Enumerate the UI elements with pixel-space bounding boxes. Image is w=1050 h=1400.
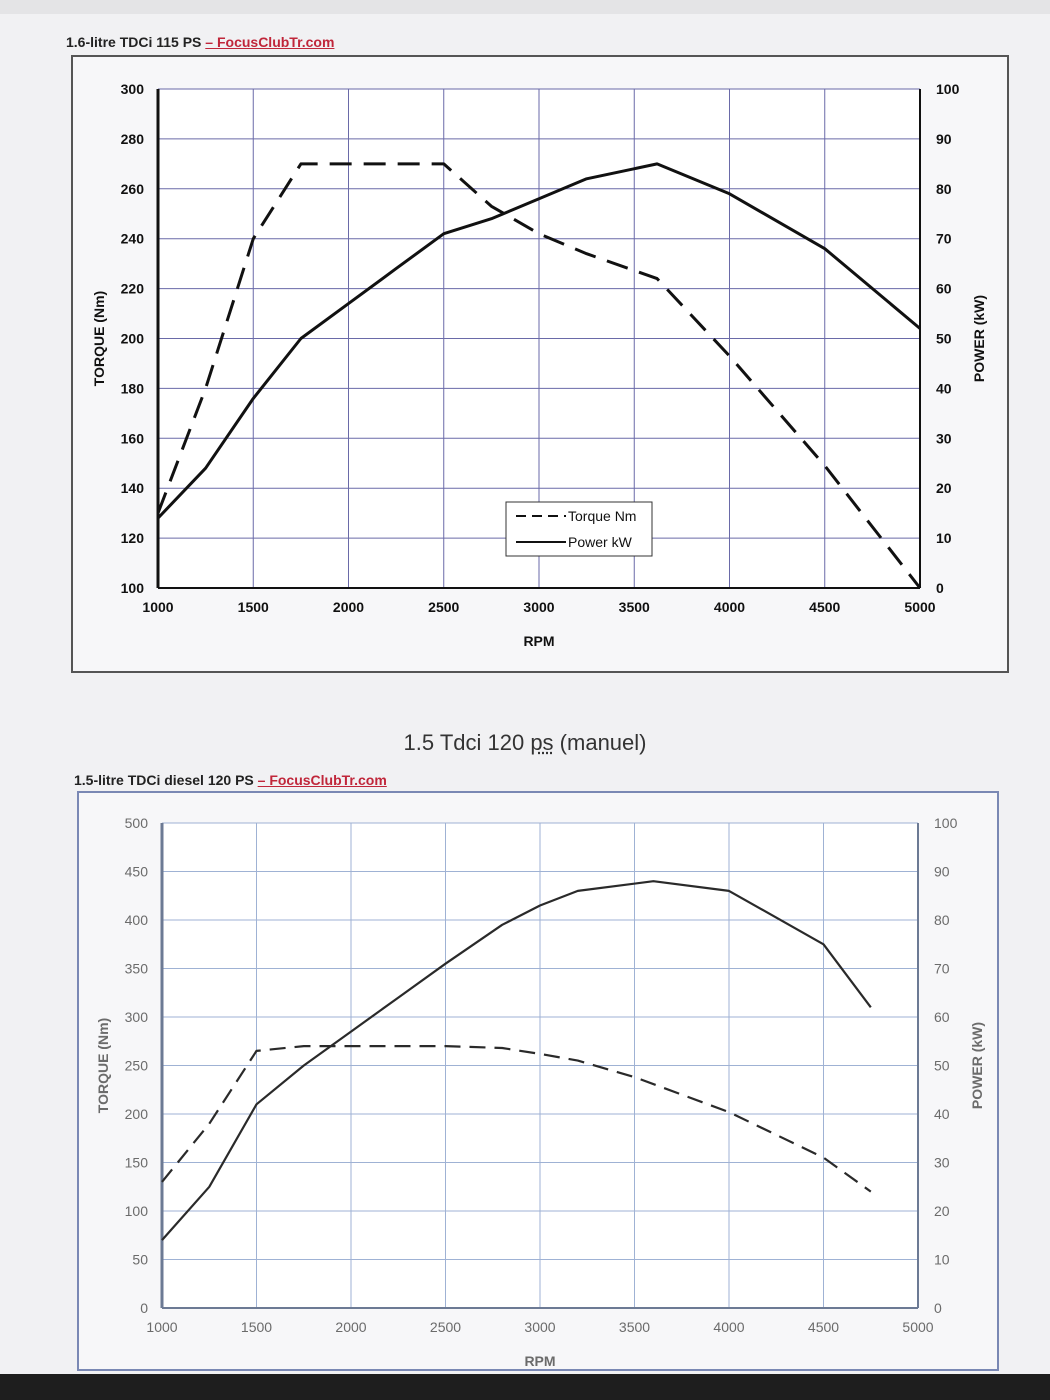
chart2-y-tick-label: 400 xyxy=(125,912,149,928)
chart1-x-tick-label: 2500 xyxy=(428,599,459,615)
chart1-y-tick-label: 240 xyxy=(121,231,145,247)
chart1-y2-axis-label: POWER (kW) xyxy=(971,295,987,382)
chart2-x-tick-label: 1500 xyxy=(241,1319,272,1335)
chart1-y2-tick-label: 50 xyxy=(936,331,952,347)
chart2-y2-tick-label: 90 xyxy=(934,864,950,880)
chart1-title-text: 1.6-litre TDCi 115 PS xyxy=(66,34,202,50)
chart1-x-tick-label: 3500 xyxy=(619,599,650,615)
chart1-y2-tick-label: 40 xyxy=(936,380,952,396)
chart2-y2-tick-label: 20 xyxy=(934,1203,950,1219)
chart1-y2-tick-label: 20 xyxy=(936,480,952,496)
chart1-y-tick-label: 300 xyxy=(121,81,145,97)
chart2-title-text: 1.5-litre TDCi diesel 120 PS xyxy=(74,772,254,788)
chart1-x-tick-label: 3000 xyxy=(523,599,554,615)
chart1-y-tick-label: 220 xyxy=(121,281,145,297)
chart1-y2-tick-label: 0 xyxy=(936,580,944,596)
chart2-y-tick-label: 200 xyxy=(125,1106,149,1122)
chart2-y-tick-label: 350 xyxy=(125,961,149,977)
chart2-y-tick-label: 450 xyxy=(125,864,149,880)
chart2-y-tick-label: 150 xyxy=(125,1155,149,1171)
chart1-x-axis-label: RPM xyxy=(523,633,554,649)
chart1-y-tick-label: 280 xyxy=(121,131,145,147)
chart1-x-tick-label: 4500 xyxy=(809,599,840,615)
chart1-x-tick-label: 2000 xyxy=(333,599,364,615)
chart2-title-brand[interactable]: – FocusClubTr.com xyxy=(257,772,387,788)
chart1-series-torque-line xyxy=(156,162,922,589)
chart1-legend-box xyxy=(505,501,653,557)
chart2-series-power-line xyxy=(161,880,872,1241)
top-bar xyxy=(0,0,1050,14)
chart2-y2-axis-label: POWER (kW) xyxy=(969,1022,985,1109)
chart1-series-power-line xyxy=(156,162,921,520)
chart2-y-tick-label: 500 xyxy=(125,815,149,831)
chart2-x-tick-label: 3500 xyxy=(619,1319,650,1335)
chart2-y2-tick-label: 100 xyxy=(934,815,958,831)
chart1-y-tick-label: 180 xyxy=(121,380,145,396)
chart1-y-tick-label: 120 xyxy=(121,530,145,546)
chart1-y-tick-label: 200 xyxy=(121,331,145,347)
chart1-title-brand[interactable]: – FocusClubTr.com xyxy=(205,34,335,50)
chart2-y-tick-label: 100 xyxy=(125,1203,149,1219)
chart2-x-tick-label: 5000 xyxy=(902,1319,933,1335)
chart1-y-axis-label: TORQUE (Nm) xyxy=(91,291,107,386)
chart2-y2-tick-label: 10 xyxy=(934,1252,950,1268)
chart2-y-tick-label: 300 xyxy=(125,1009,149,1025)
bottom-bar xyxy=(0,1374,1050,1400)
chart2-x-axis-label: RPM xyxy=(524,1353,555,1369)
chart1-x-tick-label: 1500 xyxy=(238,599,269,615)
chart1-torque-power: 1000 1500 2000 2500 3000 3500 4000 4500 50001001… xyxy=(71,55,1009,673)
chart2-title: 1.5-litre TDCi diesel 120 PS – FocusClub… xyxy=(74,772,387,788)
chart2-y2-tick-label: 70 xyxy=(934,961,950,977)
chart2-y-axis-label: TORQUE (Nm) xyxy=(95,1018,111,1113)
section-heading-tail: (manuel) xyxy=(553,730,647,755)
section-heading-ps: ps xyxy=(530,730,554,755)
chart2-y2-tick-label: 40 xyxy=(934,1106,950,1122)
chart1-y-tick-label: 260 xyxy=(121,181,145,197)
chart2-y2-tick-label: 80 xyxy=(934,912,950,928)
chart1-y-tick-label: 140 xyxy=(121,480,145,496)
chart2-series-torque-line xyxy=(161,1045,872,1193)
chart1-y-tick-label: 160 xyxy=(121,430,145,446)
chart2-y2-tick-label: 30 xyxy=(934,1155,950,1171)
chart2-y-tick-label: 250 xyxy=(125,1058,149,1074)
chart1-x-tick-label: 1000 xyxy=(142,599,173,615)
chart1-x-tick-label: 5000 xyxy=(904,599,935,615)
chart2-y2-tick-label: 50 xyxy=(934,1058,950,1074)
chart1-legend-entry-torque: Torque Nm xyxy=(568,508,636,524)
chart2-y-tick-label: 50 xyxy=(132,1252,148,1268)
chart1-y2-tick-label: 30 xyxy=(936,430,952,446)
chart2-x-tick-label: 4000 xyxy=(713,1319,744,1335)
chart1-legend-entry-power: Power kW xyxy=(568,534,633,550)
chart2-x-tick-label: 2500 xyxy=(430,1319,461,1335)
chart1-y2-tick-label: 100 xyxy=(936,81,960,97)
chart1-y2-tick-label: 80 xyxy=(936,181,952,197)
chart1-y2-tick-label: 60 xyxy=(936,281,952,297)
chart2-x-tick-label: 3000 xyxy=(524,1319,555,1335)
chart1-y2-tick-label: 10 xyxy=(936,530,952,546)
chart2-x-tick-label: 4500 xyxy=(808,1319,839,1335)
section-heading-text: 1.5 Tdci 120 xyxy=(403,730,531,755)
chart1-y2-tick-label: 90 xyxy=(936,131,952,147)
chart1-title: 1.6-litre TDCi 115 PS – FocusClubTr.com xyxy=(66,34,334,50)
chart2-y2-tick-label: 60 xyxy=(934,1009,950,1025)
chart1-y2-tick-label: 70 xyxy=(936,231,952,247)
chart2-y2-tick-label: 0 xyxy=(934,1300,942,1316)
chart2-y-tick-label: 0 xyxy=(140,1300,148,1316)
chart1-x-tick-label: 4000 xyxy=(714,599,745,615)
chart2-x-tick-label: 1000 xyxy=(146,1319,177,1335)
section-heading: 1.5 Tdci 120 ps (manuel) xyxy=(0,730,1050,756)
chart1-y-tick-label: 100 xyxy=(121,580,145,596)
chart2-torque-power: 1000 1500 2000 2500 3000 3500 4000 4500 50000501… xyxy=(77,791,999,1371)
chart2-x-tick-label: 2000 xyxy=(335,1319,366,1335)
